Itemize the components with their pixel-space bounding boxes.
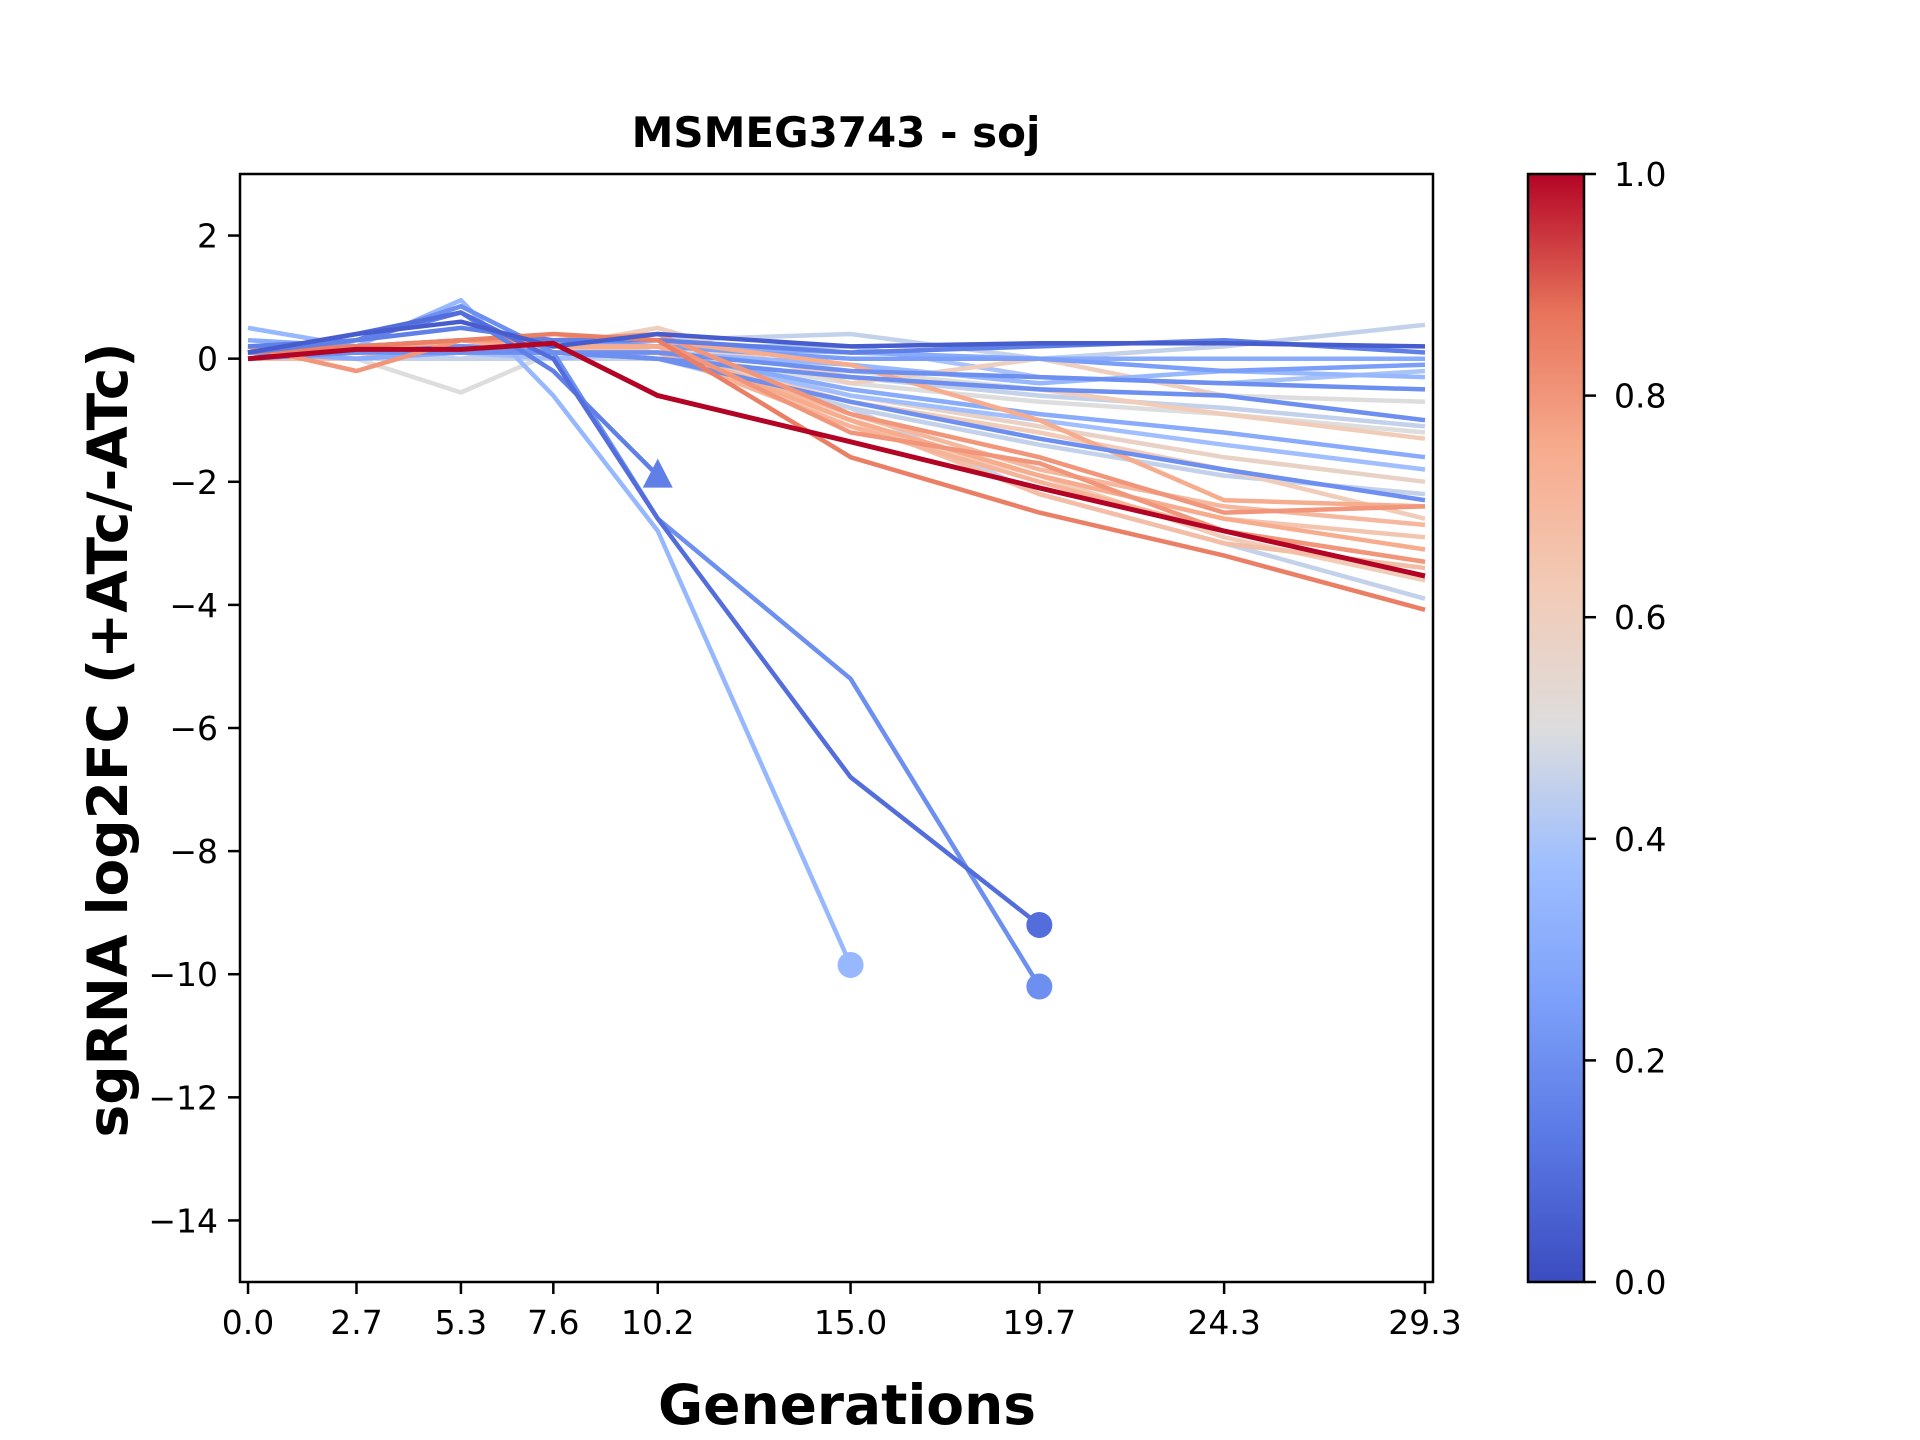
x-tick-label: 10.2 (621, 1303, 694, 1342)
y-tick-label: −10 (148, 955, 218, 994)
end-marker-triangle-s36 (642, 458, 673, 488)
x-axis: 0.0 2.7 5.3 7.6 10.2 15.0 19.7 24.3 29.3 (222, 1282, 1462, 1342)
y-tick-label: 2 (197, 217, 218, 256)
colorbar-tick-label: 1.0 (1614, 155, 1666, 194)
end-marker-circle-s35 (837, 951, 864, 978)
x-tick-label: 15.0 (814, 1303, 887, 1342)
colorbar-tick-label: 0.4 (1614, 820, 1666, 859)
x-tick-label: 2.7 (330, 1303, 382, 1342)
x-tick-label: 5.3 (435, 1303, 487, 1342)
colorbar (1526, 172, 1586, 1284)
end-marker-circle-s34 (1026, 973, 1053, 1000)
y-tick-label: −4 (169, 586, 218, 625)
x-tick-label: 19.7 (1003, 1303, 1076, 1342)
series-line-s18 (248, 350, 1426, 503)
y-axis: 2 0 −2 −4 −6 −8 −10 −12 −14 (148, 217, 240, 1240)
y-axis-label: sgRNA log2FC (+ATc/-ATc) (76, 342, 140, 1137)
colorbar-tick-label: 0.6 (1614, 598, 1666, 637)
x-tick-label: 24.3 (1187, 1303, 1260, 1342)
x-tick-label: 0.0 (222, 1303, 274, 1342)
y-tick-label: −12 (148, 1078, 218, 1117)
series-line-s32 (247, 340, 1426, 579)
marker-layer (642, 458, 1053, 1000)
chart-title: MSMEG3743 - soj (632, 108, 1041, 157)
end-marker-circle-s33 (1026, 911, 1053, 938)
y-tick-label: −6 (169, 709, 218, 748)
y-tick-label: −14 (148, 1201, 218, 1240)
series-layer (247, 297, 1426, 988)
series-line-s31 (247, 331, 1426, 612)
colorbar-tick-label: 0.0 (1614, 1263, 1666, 1302)
x-tick-label: 7.6 (527, 1303, 579, 1342)
y-tick-label: −2 (169, 463, 218, 502)
x-axis-label: Generations (658, 1373, 1036, 1437)
colorbar-tick-label: 0.2 (1614, 1041, 1666, 1080)
y-tick-label: −8 (169, 832, 218, 871)
x-tick-label: 29.3 (1388, 1303, 1461, 1342)
colorbar-ticks: 0.0 0.2 0.4 0.6 0.8 1.0 (1584, 155, 1666, 1302)
series-line-s01 (247, 319, 1426, 355)
y-tick-label: 0 (197, 340, 218, 379)
colorbar-tick-label: 0.8 (1614, 377, 1666, 416)
